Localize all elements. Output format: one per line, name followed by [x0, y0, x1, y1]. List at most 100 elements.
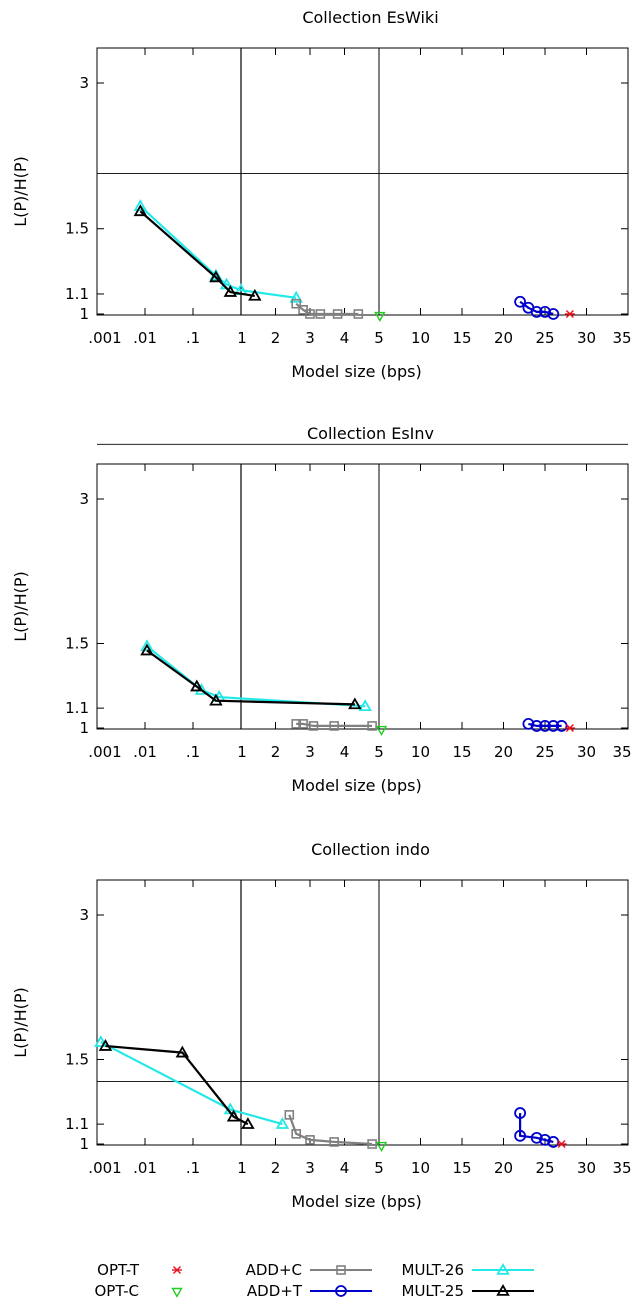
data-point	[329, 1137, 339, 1147]
legend: OPT-T OPT-C ADD+C ADD+T MULT-26 MULT-25	[94, 1261, 534, 1300]
series-line	[139, 210, 255, 297]
series-line	[105, 1044, 249, 1126]
data-point	[332, 309, 343, 319]
data-point	[190, 679, 204, 692]
y-tick-label: 1.5	[65, 220, 89, 238]
series-mult-25	[133, 204, 262, 301]
x-tick-label: 20	[494, 743, 513, 761]
y-tick-label: 3	[79, 74, 89, 92]
data-point	[140, 639, 154, 652]
x-tick-label: 20	[494, 329, 513, 347]
x-tick-label: 35	[612, 329, 631, 347]
x-tick-label: 2	[271, 329, 281, 347]
data-point	[547, 308, 560, 320]
legend-marker-opt-t	[172, 1266, 182, 1274]
x-tick-label: 5	[374, 743, 384, 761]
x-tick-label: 10	[411, 743, 430, 761]
x-tick-label: .1	[186, 1159, 200, 1177]
x-tick-label: 1	[237, 743, 247, 761]
data-point	[530, 720, 543, 732]
series-line	[146, 645, 366, 708]
y-tick-label: 1.1	[65, 285, 89, 303]
series-line	[146, 649, 355, 706]
legend-label-opt-t: OPT-T	[97, 1261, 140, 1279]
series-opt-t	[556, 1140, 567, 1148]
x-tick-label: 35	[612, 743, 631, 761]
x-tick-label: .001	[88, 329, 121, 347]
x-tick-label: 30	[577, 329, 596, 347]
data-point	[514, 1129, 526, 1142]
data-point	[241, 1117, 255, 1129]
series-mult-25	[140, 643, 362, 710]
data-point	[298, 719, 308, 729]
series-line	[100, 1041, 283, 1126]
legend-label-mult-26: MULT-26	[402, 1261, 465, 1279]
data-point	[284, 1110, 295, 1120]
data-point	[175, 1045, 190, 1058]
series-mult-26	[94, 1035, 290, 1129]
y-tick-label: 1	[79, 719, 89, 737]
legend-marker-mult-26	[472, 1262, 534, 1275]
data-point	[223, 285, 238, 297]
plot-frame	[96, 47, 629, 316]
y-axis-label: L(P)/H(P)	[11, 987, 30, 1058]
x-tick-label: 1	[237, 329, 247, 347]
y-tick-label: 1	[79, 305, 89, 323]
x-axis-label: Model size (bps)	[291, 1192, 421, 1211]
x-axis-label: Model size (bps)	[291, 362, 421, 381]
x-tick-label: .001	[88, 743, 121, 761]
y-tick-label: 1.5	[65, 1050, 89, 1068]
data-point	[289, 290, 303, 303]
data-point	[522, 717, 535, 730]
data-point	[133, 199, 148, 211]
data-point	[547, 720, 560, 732]
series-opt-c	[375, 1141, 388, 1153]
x-tick-label: 3	[305, 743, 315, 761]
x-tick-label: 4	[340, 329, 350, 347]
x-tick-label: 1	[237, 1159, 247, 1177]
data-point	[375, 1141, 388, 1153]
data-point	[374, 311, 386, 323]
x-tick-label: 3	[305, 1159, 315, 1177]
data-point	[291, 298, 302, 309]
legend-marker-opt-c	[171, 1287, 183, 1298]
plot-frame	[96, 879, 629, 1146]
data-point	[530, 1131, 543, 1144]
x-tick-label: 3	[305, 329, 315, 347]
data-point	[275, 1117, 290, 1129]
data-point	[98, 1039, 113, 1051]
x-tick-label: 10	[411, 329, 430, 347]
legend-item-mult-25: MULT-25	[402, 1282, 534, 1300]
series-mult-25	[98, 1039, 255, 1129]
data-point	[308, 721, 319, 731]
legend-symbol	[336, 1265, 346, 1275]
x-tick-label: 5	[374, 329, 384, 347]
y-tick-label: 3	[79, 490, 89, 508]
x-tick-label: 15	[452, 329, 471, 347]
legend-item-mult-26: MULT-26	[402, 1261, 534, 1279]
legend-marker-add-c	[310, 1265, 372, 1275]
legend-symbol	[172, 1266, 182, 1274]
data-point	[305, 1135, 315, 1145]
legend-marker-add-t	[310, 1285, 372, 1297]
x-tick-label: 25	[535, 743, 554, 761]
data-point	[358, 699, 372, 712]
x-tick-label: 4	[340, 743, 350, 761]
x-tick-label: 2	[271, 1159, 281, 1177]
chart-title: Collection EsWiki	[302, 8, 438, 27]
data-point	[539, 306, 551, 318]
y-tick-label: 1.1	[65, 699, 89, 717]
x-axis-label: Model size (bps)	[291, 776, 421, 795]
series-opt-t	[564, 310, 575, 318]
series-add-c	[291, 719, 377, 731]
x-tick-label: 25	[535, 329, 554, 347]
data-point	[94, 1035, 108, 1047]
x-tick-label: 15	[452, 1159, 471, 1177]
data-point	[556, 1140, 567, 1148]
series-mult-26	[140, 639, 372, 712]
x-tick-label: .001	[88, 1159, 121, 1177]
legend-symbol	[496, 1262, 510, 1275]
x-tick-label: 5	[374, 1159, 384, 1177]
data-point	[133, 204, 148, 217]
